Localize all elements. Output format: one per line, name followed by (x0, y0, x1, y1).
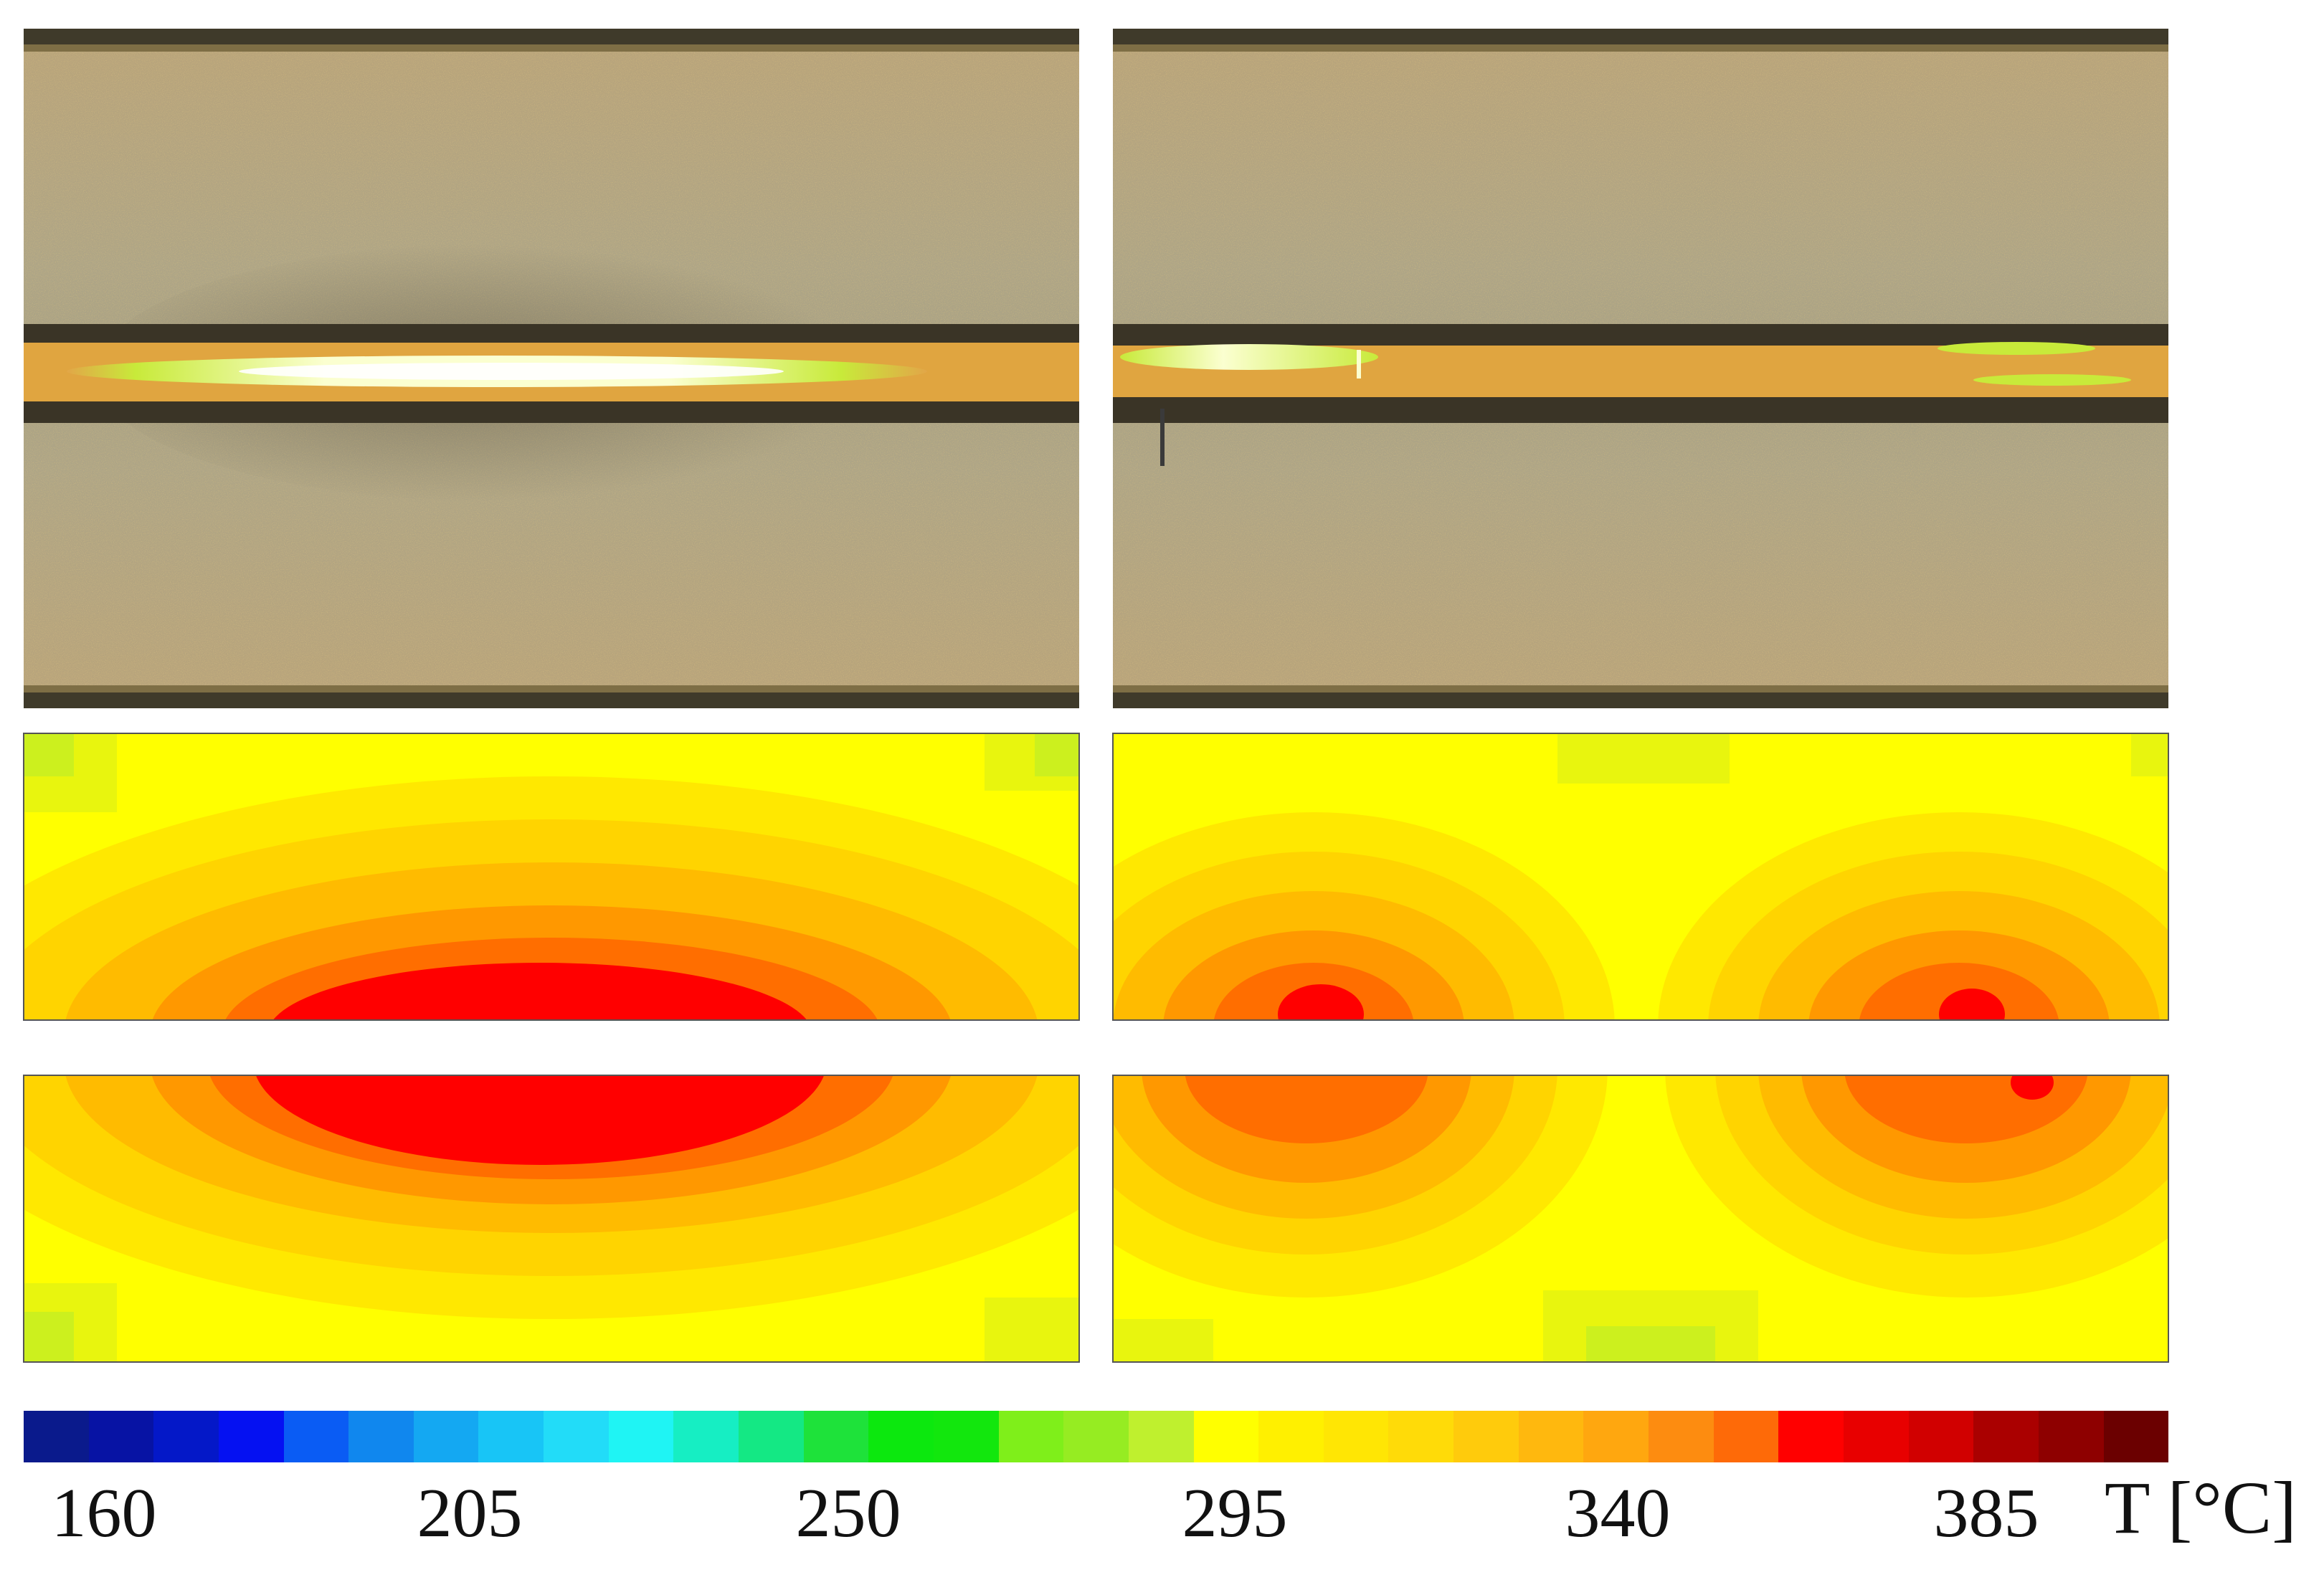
temperature-map-top-left-image (24, 733, 1079, 1020)
colorbar-swatch (218, 1411, 284, 1462)
colorbar-swatch (2103, 1411, 2169, 1462)
colorbar-swatch (1258, 1411, 1324, 1462)
colorbar-swatch (2038, 1411, 2104, 1462)
colorbar-swatch (1518, 1411, 1584, 1462)
colorbar-swatch (1323, 1411, 1389, 1462)
colorbar-tick-label: 295 (1182, 1475, 1288, 1552)
colorbar-swatch (544, 1411, 609, 1462)
colorbar-swatch (283, 1411, 349, 1462)
colorbar-tick-label: 340 (1565, 1475, 1671, 1552)
colorbar-swatch (153, 1411, 219, 1462)
colorbar-swatch (88, 1411, 154, 1462)
colorbar-swatch (348, 1411, 414, 1462)
colorbar-swatch (608, 1411, 674, 1462)
colorbar-swatch (1453, 1411, 1519, 1462)
colorbar-swatch (933, 1411, 999, 1462)
temperature-colorbar (24, 1411, 2169, 1462)
colorbar-swatch (1063, 1411, 1129, 1462)
temperature-map-top-right-image (1113, 733, 2168, 1020)
colorbar-tick-label: 250 (795, 1475, 901, 1552)
colorbar-swatch (868, 1411, 934, 1462)
colorbar-swatch (1778, 1411, 1844, 1462)
colorbar-swatch (1583, 1411, 1649, 1462)
micrograph-right (1113, 29, 2168, 708)
colorbar-swatch (24, 1411, 89, 1462)
colorbar-swatch (1128, 1411, 1194, 1462)
temperature-map-top-left (23, 733, 1080, 1021)
micrograph-left-image (24, 29, 1079, 708)
temperature-map-bottom-right (1112, 1075, 2169, 1363)
colorbar-swatch (803, 1411, 869, 1462)
micrograph-right-image (1113, 29, 2168, 708)
temperature-map-bottom-right-image (1113, 1075, 2168, 1362)
colorbar-tick-label: 160 (51, 1475, 157, 1552)
colorbar-swatch (413, 1411, 479, 1462)
colorbar-tick-label: 205 (417, 1475, 523, 1552)
colorbar-unit-label: T [°C] (2105, 1467, 2297, 1549)
temperature-map-bottom-left-image (24, 1075, 1079, 1362)
colorbar-tick-label: 385 (1933, 1475, 2039, 1552)
colorbar-swatch (673, 1411, 739, 1462)
colorbar-swatch (1388, 1411, 1454, 1462)
colorbar-swatch (1193, 1411, 1259, 1462)
colorbar-swatch (739, 1411, 804, 1462)
colorbar-swatch (1713, 1411, 1779, 1462)
colorbar-swatch (1649, 1411, 1714, 1462)
colorbar-swatch (998, 1411, 1064, 1462)
micrograph-left (24, 29, 1079, 708)
colorbar-swatch (1843, 1411, 1909, 1462)
temperature-map-bottom-left (23, 1075, 1080, 1363)
temperature-map-top-right (1112, 733, 2169, 1021)
colorbar-swatch (1908, 1411, 1974, 1462)
colorbar-swatch (478, 1411, 544, 1462)
colorbar-swatch (1973, 1411, 2039, 1462)
